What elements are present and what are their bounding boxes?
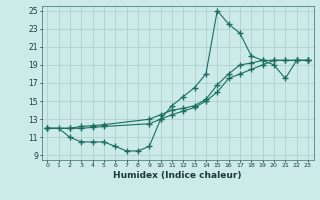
X-axis label: Humidex (Indice chaleur): Humidex (Indice chaleur) [113,171,242,180]
